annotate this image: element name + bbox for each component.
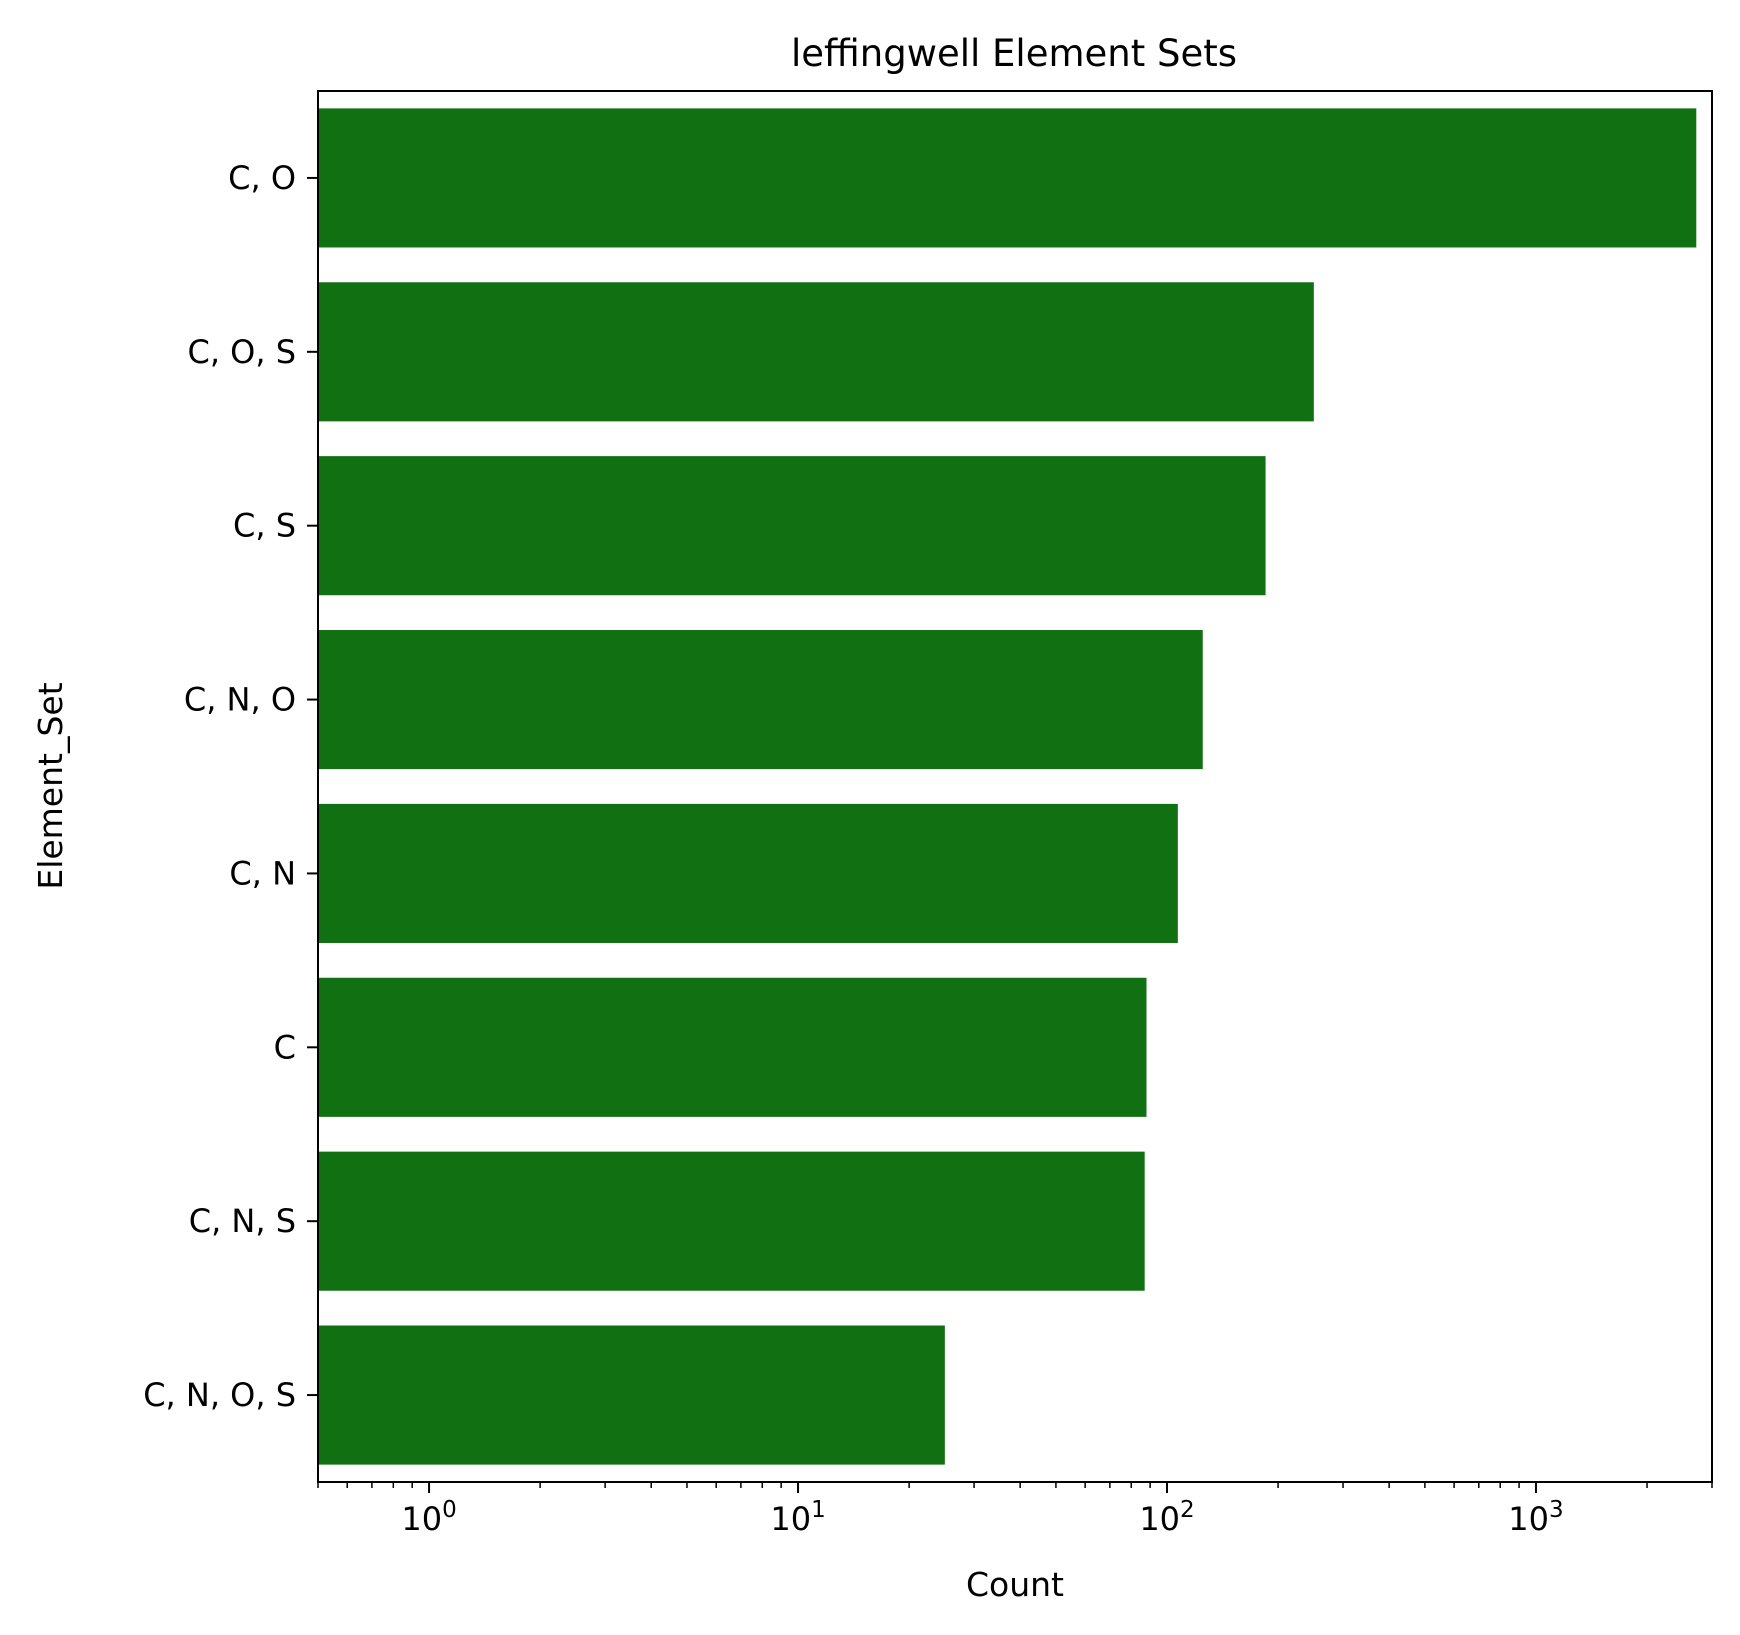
plot-frame xyxy=(317,90,1713,1483)
x-tick-label: 102 xyxy=(1139,1497,1194,1538)
x-tick-label: 103 xyxy=(1508,1497,1563,1538)
y-tick-label: C, O xyxy=(228,159,296,197)
bar xyxy=(318,803,1178,943)
bar xyxy=(318,630,1203,770)
bar xyxy=(318,1325,945,1465)
bar xyxy=(318,1151,1145,1291)
bar xyxy=(318,977,1147,1117)
chart-title: leffingwell Element Sets xyxy=(791,32,1237,75)
x-axis-ticks: 100 101 102 103 xyxy=(317,1482,1713,1538)
bar-group xyxy=(318,108,1697,1465)
y-tick-label: C, N, O, S xyxy=(143,1376,296,1414)
y-tick-label: C, N, O xyxy=(184,681,296,719)
bar xyxy=(318,456,1266,596)
y-axis-label: Element_Set xyxy=(31,682,70,889)
x-axis-label: Count xyxy=(966,1565,1064,1604)
y-tick-label: C, N, S xyxy=(189,1202,296,1240)
y-axis-ticks: C, O C, O, S C, S C, N, O C, N C C, N, S C, N, … xyxy=(143,159,318,1414)
bar xyxy=(318,108,1697,248)
y-tick-label: C, S xyxy=(233,507,296,545)
y-tick-label: C xyxy=(274,1028,296,1066)
bar xyxy=(318,282,1314,422)
x-tick-label: 100 xyxy=(401,1497,456,1538)
y-tick-label: C, O, S xyxy=(187,333,296,371)
y-tick-label: C, N xyxy=(229,854,296,892)
x-tick-label: 101 xyxy=(770,1497,825,1538)
